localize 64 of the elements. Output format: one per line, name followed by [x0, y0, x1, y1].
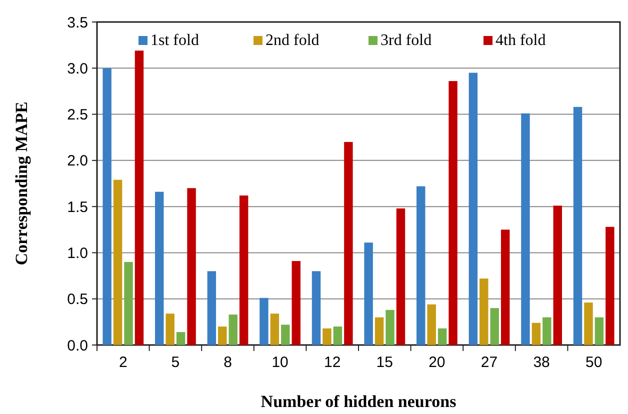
bar [521, 113, 530, 345]
y-tick-label: 1.0 [67, 244, 88, 262]
x-tick-label: 38 [533, 354, 550, 371]
bar [134, 50, 144, 345]
bar [270, 314, 280, 345]
bar [427, 304, 436, 345]
x-tick-label: 20 [428, 354, 446, 371]
y-tick-label: 0.0 [67, 337, 88, 354]
bar [228, 314, 238, 345]
bar [113, 180, 122, 345]
legend-label: 1st fold [150, 32, 199, 49]
y-axis-title: Corresponding MAPE [12, 102, 31, 266]
bar [606, 226, 614, 345]
y-tick-label: 2.0 [67, 152, 88, 170]
bar [187, 188, 196, 345]
bar [344, 142, 353, 345]
bar [480, 278, 488, 345]
bar [542, 317, 552, 345]
bar [281, 324, 290, 345]
legend-label: 2nd fold [266, 32, 320, 49]
legend-label: 4th fold [496, 32, 546, 49]
bar [584, 302, 593, 345]
bar [155, 192, 164, 345]
bar [374, 317, 384, 345]
bar [124, 262, 133, 345]
bar [102, 68, 112, 345]
x-tick-label: 15 [376, 354, 393, 371]
bar [573, 106, 582, 345]
bar [468, 72, 478, 345]
y-tick-label: 1.5 [67, 198, 88, 216]
bar [312, 271, 321, 345]
bar [207, 271, 216, 345]
x-tick-label: 2 [118, 354, 128, 371]
y-tick-label: 3.5 [67, 14, 88, 32]
bar [292, 261, 300, 345]
bar [176, 332, 186, 345]
bar [260, 298, 268, 345]
bar [438, 328, 447, 345]
x-axis-title: Number of hidden neurons [260, 392, 457, 411]
bar [364, 242, 373, 345]
y-tick-label: 0.5 [67, 291, 88, 308]
bar [386, 310, 394, 345]
x-tick-label: 27 [480, 354, 498, 371]
legend-label: 3rd fold [380, 32, 432, 49]
bar [594, 317, 604, 345]
y-tick-label: 3.0 [67, 60, 88, 78]
bar [218, 326, 227, 345]
bar [166, 314, 174, 345]
bar [532, 322, 541, 345]
bar [490, 308, 499, 345]
x-tick-label: 12 [324, 354, 341, 371]
x-tick-label: 10 [272, 354, 288, 371]
bar [448, 81, 458, 345]
x-tick-label: 50 [586, 354, 602, 371]
bar [500, 230, 510, 345]
x-tick-label: 8 [224, 354, 232, 371]
bar [239, 195, 248, 345]
bar [333, 326, 342, 345]
bar [322, 328, 332, 345]
bar [416, 186, 426, 345]
bar [396, 208, 406, 345]
x-tick-label: 5 [171, 354, 180, 371]
y-tick-label: 2.5 [67, 106, 88, 124]
bar [553, 206, 562, 345]
